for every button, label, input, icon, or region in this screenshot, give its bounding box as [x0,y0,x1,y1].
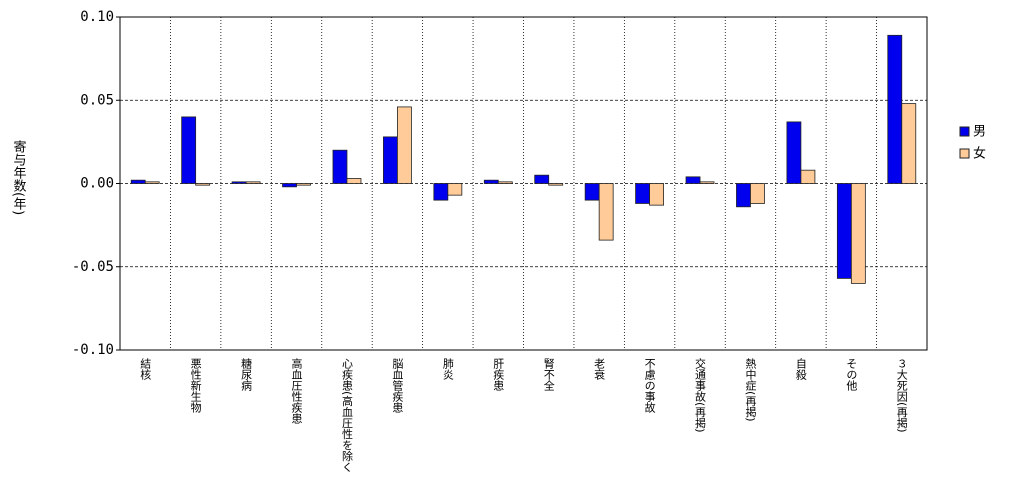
bar [800,169,816,184]
x-tick-label: 悪性新生物 [189,358,202,413]
x-tick-label: 不慮の事故 [643,358,656,414]
bar [346,178,362,184]
y-tick-label: -0.05 [72,259,114,275]
y-tick-label: 0.10 [80,9,114,25]
legend-swatch [959,126,970,137]
bar [635,183,650,204]
bar [397,106,412,184]
bar [447,183,463,196]
bar [332,149,348,184]
bar [584,183,600,201]
plot-frame [119,16,928,351]
bar [497,181,513,184]
legend-label: 男 [973,125,986,140]
bar [296,183,311,186]
bar [383,136,398,184]
bar [750,183,765,204]
y-tick-label: 0.00 [80,176,114,192]
bar [282,183,297,188]
x-tick-label: 糖尿病 [240,357,253,392]
x-tick-label: 高血圧性疾患 [290,357,303,424]
y-tick-label: -0.10 [72,342,114,358]
bar [245,181,261,184]
bar [181,116,197,184]
bar [836,183,852,279]
bar [483,179,499,184]
x-tick-label: 肺炎 [441,358,454,380]
bar [649,183,664,206]
legend-label: 女 [973,146,986,162]
x-tick-label: ３大死因(再掲) [895,358,908,433]
x-tick-label: 腎不全 [542,358,555,391]
bar [598,183,614,241]
x-tick-label: その他 [845,358,858,391]
x-tick-label: 交通事故(再掲) [694,357,707,433]
bar [144,181,160,184]
x-tick-label: 心疾患(高血圧性を除く [340,358,353,473]
bar [231,181,247,184]
x-tick-label: 肝疾患 [492,358,505,391]
x-tick-label: 自殺 [794,358,807,380]
bar [887,34,903,184]
bar [195,183,211,186]
x-tick-label: 老衰 [593,358,606,380]
y-axis-label: 寄与年数(年) [11,139,27,215]
y-tick-label: 0.05 [80,92,114,108]
bar [685,176,701,184]
x-tick-label: 結核 [139,357,152,381]
bar [850,183,866,284]
bar [433,183,449,201]
x-tick-label: 熱中症(再掲) [744,358,757,422]
bar [534,174,550,184]
bar [901,103,917,184]
x-tick-label: 脳血管疾患 [391,358,404,413]
legend-swatch [959,148,970,159]
bar [699,181,715,184]
bar [786,121,802,184]
bar [548,183,564,186]
bar [130,179,146,184]
bar [736,183,751,208]
